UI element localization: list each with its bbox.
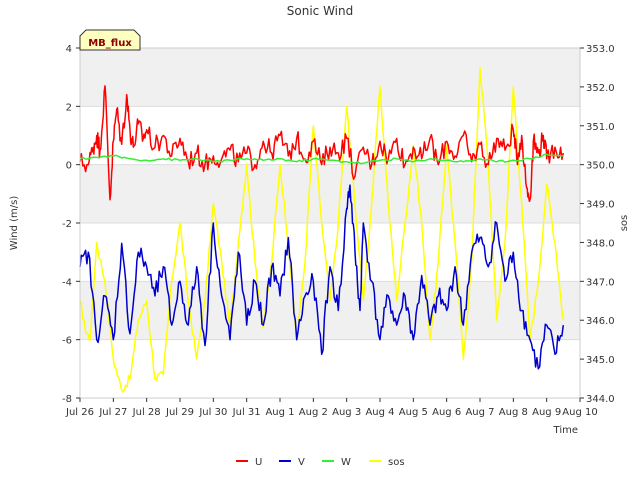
y2-tick-label: 347.0 [586, 277, 615, 288]
series-line-u [79, 85, 565, 203]
y-axis-label: Wind (m/s) [9, 196, 20, 251]
x-tick-label: Aug 7 [465, 407, 494, 418]
badge-shape [79, 29, 141, 51]
x-tick-label: Jul 30 [198, 407, 227, 418]
plot-band [80, 48, 580, 107]
legend-label-w: W [341, 457, 351, 468]
series-line-w [79, 153, 564, 165]
y-tick-label: 0 [66, 161, 72, 172]
y2-tick-label: 349.0 [586, 200, 615, 211]
y-tick-label: -6 [62, 336, 72, 347]
x-tick-label: Aug 8 [499, 407, 528, 418]
legend-label-v: V [298, 457, 305, 468]
series-line-sos [79, 66, 565, 393]
legend-label-u: U [255, 457, 262, 468]
plot-band [80, 339, 580, 398]
y2-tick-label: 345.0 [586, 355, 615, 366]
x-tick-label: Jul 31 [232, 407, 261, 418]
x-tick-label: Jul 28 [132, 407, 161, 418]
y2-tick-label: 350.0 [586, 161, 615, 172]
series-lines [79, 66, 565, 393]
x-tick-label: Aug 10 [562, 407, 597, 418]
y-tick-label: -2 [62, 219, 72, 230]
plot-band [80, 106, 580, 165]
y2-tick-label: 353.0 [586, 44, 615, 55]
x-tick-label: Aug 6 [432, 407, 461, 418]
y2-tick-label: 348.0 [586, 238, 615, 249]
x-tick-label: Aug 5 [399, 407, 428, 418]
y2-tick-label: 344.0 [586, 394, 615, 405]
y2-tick-label: 346.0 [586, 316, 615, 327]
x-tick-label: Aug 1 [265, 407, 294, 418]
right-axis-ticks: 344.0 345.0 346.0 347.0 348.0 349.0 350.0 351.0… [580, 44, 615, 405]
y2-tick-label: 351.0 [586, 122, 615, 133]
x-tick-label: Aug 2 [299, 407, 328, 418]
x-tick-label: Jul 26 [65, 407, 94, 418]
left-axis-ticks: -8 -6 -4 -2 0 2 4 [62, 44, 80, 405]
y-tick-label: -4 [62, 277, 72, 288]
x-tick-label: Jul 27 [98, 407, 127, 418]
y2-tick-label: 352.0 [586, 83, 615, 94]
x-tick-label: Aug 9 [532, 407, 561, 418]
plot-band [80, 164, 580, 223]
y-tick-label: 2 [66, 102, 72, 113]
series-line-v [79, 184, 565, 370]
x-tick-label: Jul 29 [165, 407, 194, 418]
x-tick-label: Aug 3 [332, 407, 361, 418]
x-axis-label: Time [553, 425, 578, 436]
y-tick-label: -8 [62, 394, 72, 405]
x-tick-label: Aug 4 [365, 407, 394, 418]
badge-label: MB_flux [88, 38, 132, 49]
legend-label-sos: sos [388, 457, 405, 468]
x-axis-ticks: Jul 26 Jul 27 Jul 28 Jul 29 Jul 30 Jul 31 Aug … [65, 398, 598, 418]
y-tick-label: 4 [66, 44, 72, 55]
chart-title: Sonic Wind [287, 4, 353, 18]
station-badge: MB_flux [79, 29, 141, 51]
y2-axis-label: sos [619, 215, 630, 232]
